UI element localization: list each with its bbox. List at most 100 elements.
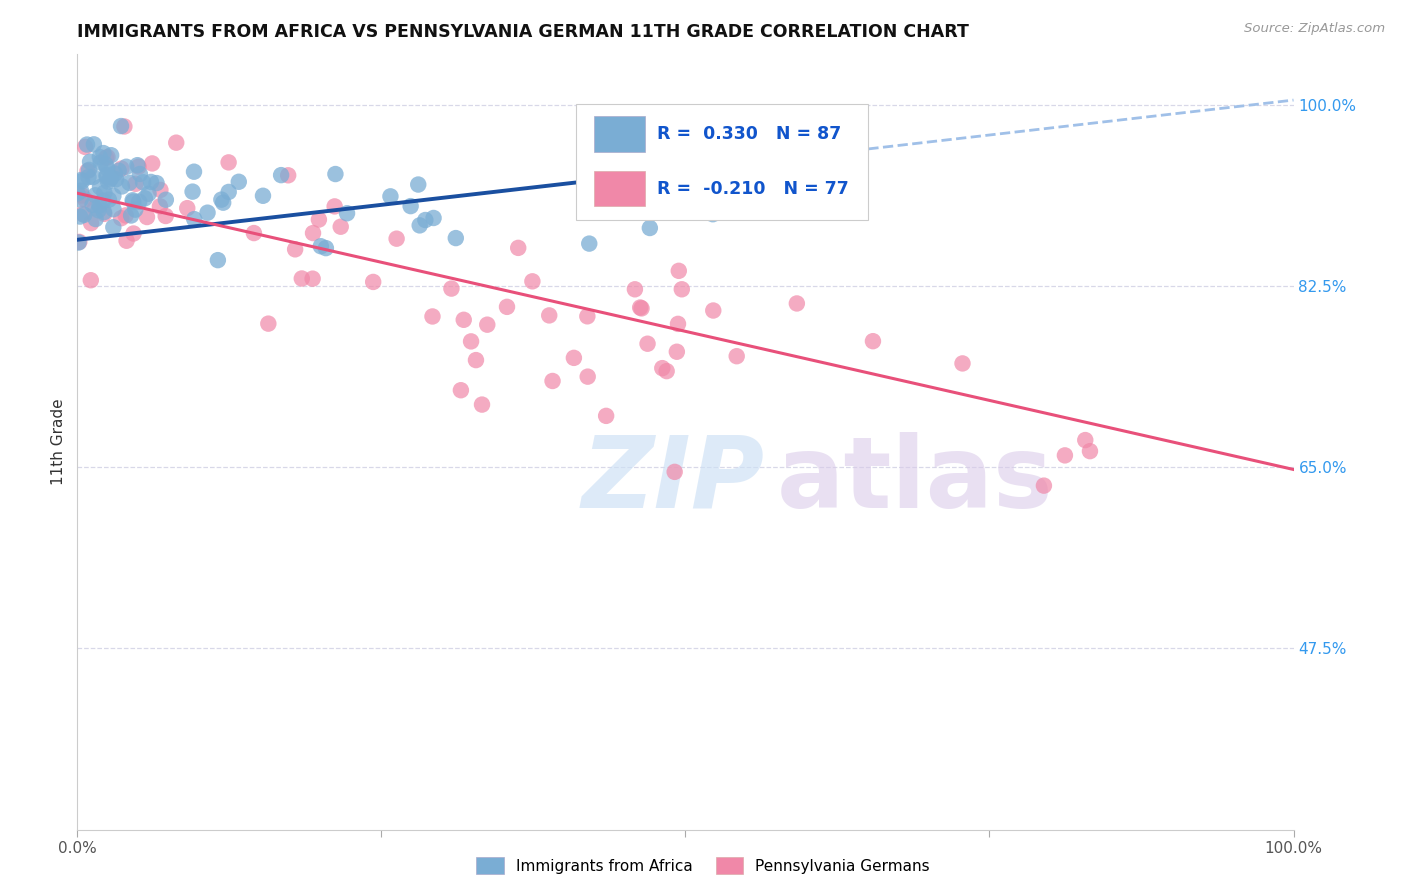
Point — [598, 176, 620, 190]
Point — [79, 154, 101, 169]
Point — [952, 356, 974, 370]
Point — [124, 177, 146, 191]
Point — [91, 194, 114, 208]
Point — [115, 234, 138, 248]
Point — [315, 241, 337, 255]
Point — [336, 206, 359, 220]
Point — [270, 168, 292, 182]
Point — [155, 193, 177, 207]
Text: R =  0.330   N = 87: R = 0.330 N = 87 — [658, 125, 842, 144]
Point — [69, 193, 91, 207]
Text: Source: ZipAtlas.com: Source: ZipAtlas.com — [1244, 22, 1385, 36]
Point — [132, 175, 155, 189]
FancyBboxPatch shape — [595, 170, 645, 206]
Point — [628, 301, 651, 315]
Point — [149, 199, 172, 213]
Point — [141, 156, 163, 170]
Point — [422, 310, 444, 324]
Point — [103, 202, 125, 217]
Point — [84, 188, 107, 202]
Point — [471, 398, 494, 412]
Point — [69, 210, 91, 224]
Point — [257, 317, 280, 331]
Point — [1032, 478, 1054, 492]
Point — [714, 154, 737, 169]
Point — [72, 207, 94, 221]
Point — [218, 185, 240, 199]
Point — [67, 235, 90, 250]
Point — [104, 167, 127, 181]
Text: atlas: atlas — [776, 432, 1053, 529]
Point — [114, 208, 136, 222]
Point — [93, 186, 115, 200]
Point — [595, 409, 617, 423]
Point — [87, 203, 110, 218]
Point — [183, 164, 205, 178]
Point — [309, 239, 332, 253]
Point — [121, 194, 143, 208]
Point — [77, 169, 100, 184]
Point — [127, 158, 149, 172]
Point — [637, 336, 659, 351]
Point — [94, 157, 117, 171]
Point — [522, 274, 544, 288]
Point — [89, 150, 111, 164]
Y-axis label: 11th Grade: 11th Grade — [51, 398, 66, 485]
Point — [477, 318, 499, 332]
Point — [128, 194, 150, 209]
Point — [111, 179, 134, 194]
Point — [76, 164, 98, 178]
Point — [128, 167, 150, 181]
Point — [80, 273, 103, 287]
Point — [112, 120, 135, 134]
Point — [725, 349, 748, 363]
Point — [97, 193, 120, 207]
Point — [415, 213, 437, 227]
Point — [118, 176, 141, 190]
Point — [82, 169, 104, 184]
Point — [702, 303, 724, 318]
Point — [408, 219, 430, 233]
Point — [651, 361, 673, 376]
Point — [115, 160, 138, 174]
Point — [103, 220, 125, 235]
Point — [291, 271, 314, 285]
Point — [96, 169, 118, 184]
Point — [496, 300, 519, 314]
Point — [107, 163, 129, 178]
Point — [643, 198, 665, 212]
Point — [183, 212, 205, 227]
Point — [110, 211, 132, 226]
Point — [70, 188, 93, 202]
Point — [440, 282, 463, 296]
Point — [89, 199, 111, 213]
Point — [302, 226, 325, 240]
Point — [73, 140, 96, 154]
Point — [301, 271, 323, 285]
Point — [98, 172, 121, 186]
FancyBboxPatch shape — [576, 104, 868, 220]
Text: ZIP: ZIP — [582, 432, 765, 529]
Point — [155, 209, 177, 223]
Point — [82, 198, 104, 212]
Point — [76, 137, 98, 152]
Point — [630, 301, 652, 316]
Point — [212, 195, 235, 210]
Text: IMMIGRANTS FROM AFRICA VS PENNSYLVANIA GERMAN 11TH GRADE CORRELATION CHART: IMMIGRANTS FROM AFRICA VS PENNSYLVANIA G… — [77, 23, 969, 41]
Point — [70, 173, 93, 187]
Point — [422, 211, 444, 225]
Point — [122, 194, 145, 209]
Point — [96, 168, 118, 182]
Point — [284, 243, 307, 257]
Point — [444, 231, 467, 245]
Point — [70, 184, 93, 198]
Point — [103, 189, 125, 203]
Point — [786, 296, 808, 310]
Point — [165, 136, 187, 150]
Point — [450, 383, 472, 397]
Point — [89, 180, 111, 194]
Point — [541, 374, 564, 388]
Point — [181, 185, 204, 199]
Point — [323, 199, 346, 213]
Point — [110, 119, 132, 133]
